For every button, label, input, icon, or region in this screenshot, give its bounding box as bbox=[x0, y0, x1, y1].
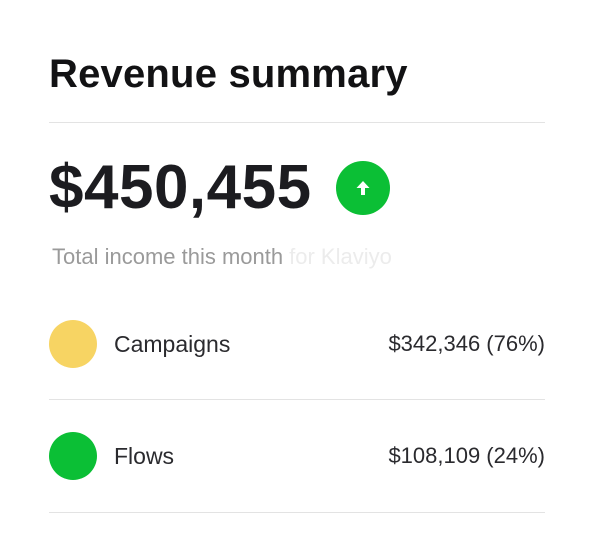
divider bbox=[49, 399, 545, 400]
flows-label: Flows bbox=[114, 443, 175, 469]
campaigns-label: Campaigns bbox=[114, 331, 231, 357]
divider bbox=[49, 512, 545, 513]
total-revenue-value: $450,455 bbox=[49, 153, 312, 222]
campaigns-color-dot bbox=[49, 320, 97, 368]
breakdown-row-campaigns: Campaigns $342,346 (76%) bbox=[49, 319, 545, 369]
card-title: Revenue summary bbox=[49, 52, 408, 96]
divider bbox=[49, 122, 545, 123]
caption-text: Total income this month bbox=[52, 244, 284, 269]
trend-up-badge bbox=[335, 161, 390, 215]
total-income-caption: Total income this month for Klaviyo bbox=[52, 242, 392, 272]
total-revenue-row: $450,455 bbox=[49, 152, 390, 224]
flows-color-dot bbox=[49, 432, 97, 480]
caption-faded-text: for Klaviyo bbox=[289, 244, 392, 269]
arrow-up-icon bbox=[356, 181, 370, 195]
campaigns-value: $342,346 (76%) bbox=[388, 331, 545, 356]
breakdown-row-flows: Flows $108,109 (24%) bbox=[49, 431, 545, 481]
flows-value: $108,109 (24%) bbox=[388, 443, 545, 468]
